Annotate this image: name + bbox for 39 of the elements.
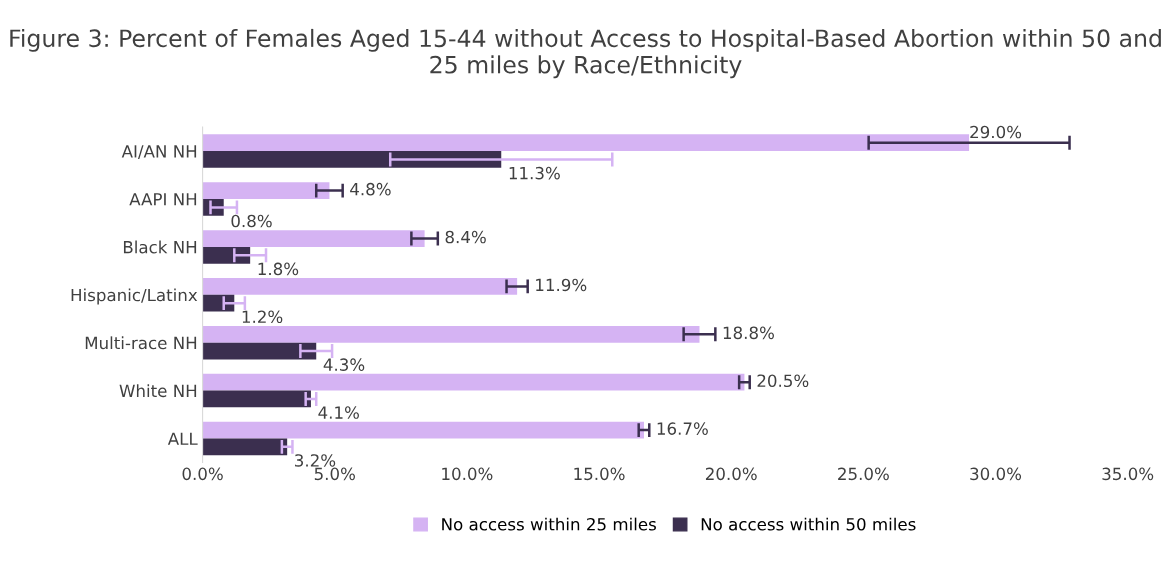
data-label: 8.4% [445,230,486,244]
x-tick-label: 5.0% [314,467,355,481]
data-label: 16.7% [657,422,708,435]
y-tick-label: AI/AN NH [121,145,197,159]
x-tick-label: 30.0% [970,467,1022,481]
data-label: 1.8% [258,262,299,276]
data-label: 1.2% [242,310,283,324]
x-tick-label: 35.0% [1102,467,1154,481]
y-tick-label: Black NH [123,240,197,254]
data-label: 11.9% [536,278,587,292]
data-label: 4.3% [323,358,365,371]
bar [202,342,317,360]
data-label: 18.8% [723,326,774,340]
y-tick-label: AAPI NH [129,193,197,206]
y-tick-label: White NH [119,384,197,398]
data-label: 4.8% [350,182,391,196]
legend-label: No access within 50 miles [701,517,916,531]
x-tick-label: 10.0% [442,467,493,481]
bar [202,438,288,456]
y-tick-label: Hispanic/Latinx [71,288,198,305]
x-tick-label: 20.0% [705,467,757,481]
bar [202,421,644,439]
data-label: 20.5% [757,374,809,388]
data-label: 4.1% [318,406,359,419]
chart-title: Figure 3: Percent of Females Aged 15-44 without Access to Hospital-Based Abortion within 50 and 25 miles by Race/Ethnicity [10,28,1161,79]
y-tick-label: ALL [167,432,198,445]
data-label: 29.0% [970,125,1022,139]
bar [202,390,311,408]
legend-label: No access within 25 miles [442,517,656,531]
x-tick-label: 0.0% [182,467,223,481]
bar [202,151,502,168]
y-tick-label: Multi-race NH [85,336,197,350]
data-label: 0.8% [231,214,272,228]
data-label: 11.3% [509,166,560,180]
bar [202,246,251,264]
data-label: 3.2% [295,454,336,467]
bar [202,134,970,152]
x-tick-label: 15.0% [574,467,625,481]
x-tick-label: 25.0% [838,467,889,481]
